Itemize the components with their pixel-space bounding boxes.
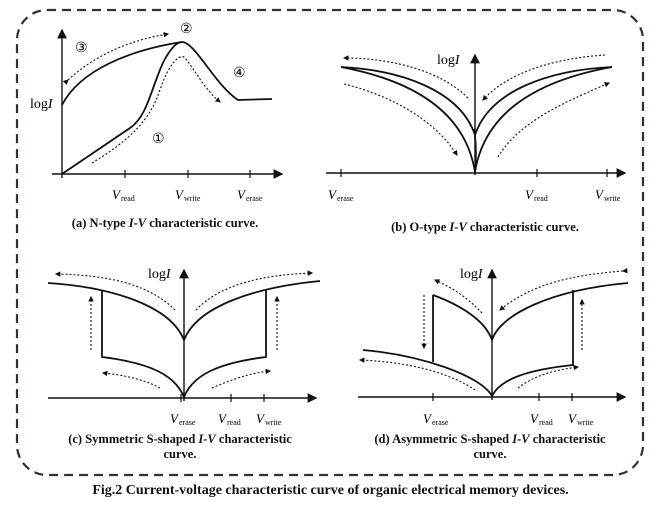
marker-2: ② xyxy=(180,22,193,37)
caption-b: (b) O-type I-V characteristic curve. xyxy=(391,220,579,234)
svg-text:logI: logI xyxy=(437,53,461,68)
marker-3: ③ xyxy=(75,41,88,56)
svg-text:V: V xyxy=(525,187,535,202)
svg-text:V: V xyxy=(237,187,247,202)
svg-text:erase: erase xyxy=(432,418,449,427)
svg-text:erase: erase xyxy=(246,194,263,203)
svg-text:V: V xyxy=(530,411,540,426)
svg-text:read: read xyxy=(121,194,135,203)
svg-text:V: V xyxy=(423,411,433,426)
svg-text:write: write xyxy=(184,194,201,203)
svg-text:V: V xyxy=(112,187,122,202)
svg-text:logI: logI xyxy=(460,267,484,282)
y-axis-label: logI xyxy=(30,97,54,112)
svg-text:erase: erase xyxy=(337,194,354,203)
svg-text:write: write xyxy=(604,194,621,203)
svg-text:V: V xyxy=(595,187,605,202)
figure-caption: Fig.2 Current-voltage characteristic cur… xyxy=(92,483,569,498)
svg-text:write: write xyxy=(265,418,282,427)
svg-text:logI: logI xyxy=(148,267,172,282)
svg-text:erase: erase xyxy=(179,418,196,427)
marker-1: ① xyxy=(152,132,165,147)
svg-text:read: read xyxy=(534,194,548,203)
caption-d: (d) Asymmetric S-shaped I-V characterist… xyxy=(374,432,606,461)
svg-text:V: V xyxy=(170,411,180,426)
svg-text:V: V xyxy=(328,187,338,202)
caption-a: (a) N-type I-V characteristic curve. xyxy=(71,216,259,230)
svg-text:write: write xyxy=(577,418,594,427)
svg-text:V: V xyxy=(175,187,185,202)
svg-text:V: V xyxy=(218,411,228,426)
marker-4: ④ xyxy=(233,66,246,81)
svg-text:read: read xyxy=(539,418,553,427)
caption-c: (c) Symmetric S-shaped I-V characteristi… xyxy=(68,432,292,461)
curve-low-state xyxy=(61,41,273,175)
svg-text:V: V xyxy=(256,411,266,426)
svg-text:read: read xyxy=(227,418,241,427)
svg-text:V: V xyxy=(568,411,578,426)
